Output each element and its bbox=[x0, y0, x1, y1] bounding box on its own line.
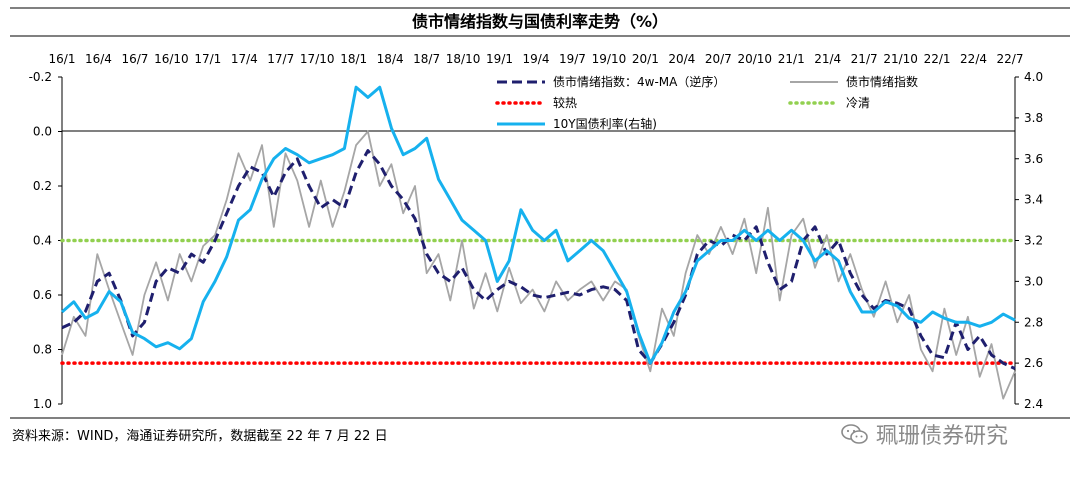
x-axis-ticks: 16/1 16/4 16/7 16/10 17/1 17/4 17/7 17/10 18/1 18… bbox=[49, 52, 1024, 66]
series-layer bbox=[61, 85, 1016, 400]
x-tick-label: 20/1 bbox=[632, 52, 659, 66]
source-note: 资料来源：WIND，海通证券研究所，数据截至 22 年 7 月 22 日 bbox=[12, 429, 388, 444]
watermark: 珮珊债券研究 bbox=[840, 418, 1008, 450]
sentiment-index-line bbox=[61, 130, 1016, 400]
x-tick-label: 17/7 bbox=[267, 52, 294, 66]
left-tick-label: 0.6 bbox=[33, 288, 52, 302]
x-tick-label: 22/7 bbox=[997, 52, 1024, 66]
right-tick-label: 3.2 bbox=[1024, 234, 1043, 248]
x-tick-label: 20/10 bbox=[737, 52, 772, 66]
right-tick-label: 3.4 bbox=[1024, 193, 1043, 207]
legend-label-yield: 10Y国债利率(右轴) bbox=[553, 116, 657, 131]
legend-label-hot: 较热 bbox=[553, 95, 577, 110]
left-axis-ticks: -0.2 0.0 0.2 0.4 0.6 0.8 1.0 bbox=[29, 70, 62, 411]
right-tick-label: 2.8 bbox=[1024, 315, 1043, 329]
right-tick-label: 3.0 bbox=[1024, 274, 1043, 288]
right-tick-label: 2.4 bbox=[1024, 397, 1043, 411]
x-tick-label: 16/4 bbox=[85, 52, 112, 66]
right-tick-label: 4.0 bbox=[1024, 70, 1043, 84]
right-tick-label: 3.8 bbox=[1024, 111, 1043, 125]
left-tick-label: 0.8 bbox=[33, 343, 52, 357]
legend: 债市情绪指数：4w-MA（逆序） 债市情绪指数 较热 冷清 10Y国债利率(右轴… bbox=[495, 74, 918, 131]
x-tick-label: 19/4 bbox=[523, 52, 550, 66]
legend-label-index: 债市情绪指数 bbox=[846, 74, 918, 89]
x-tick-label: 16/10 bbox=[154, 52, 189, 66]
x-tick-label: 21/10 bbox=[883, 52, 918, 66]
x-tick-label: 20/4 bbox=[668, 52, 695, 66]
x-tick-label: 17/4 bbox=[231, 52, 258, 66]
x-tick-label: 18/1 bbox=[340, 52, 367, 66]
left-tick-label: 0.0 bbox=[33, 125, 52, 139]
x-tick-label: 16/1 bbox=[49, 52, 76, 66]
x-tick-label: 20/7 bbox=[705, 52, 732, 66]
yield-10y-line bbox=[61, 85, 1016, 365]
chart: 债市情绪指数与国债利率走势（%） 16/1 16/4 16/7 16/10 17/1 17… bbox=[10, 7, 1070, 419]
x-tick-label: 18/7 bbox=[413, 52, 440, 66]
x-tick-label: 22/4 bbox=[960, 52, 987, 66]
legend-label-ma: 债市情绪指数：4w-MA（逆序） bbox=[553, 74, 725, 89]
watermark-text: 珮珊债券研究 bbox=[876, 424, 1009, 449]
reference-lines bbox=[60, 238, 1017, 365]
x-tick-label: 17/10 bbox=[300, 52, 335, 66]
x-tick-label: 21/7 bbox=[851, 52, 878, 66]
left-tick-label: 0.2 bbox=[33, 179, 52, 193]
x-tick-label: 19/7 bbox=[559, 52, 586, 66]
left-tick-label: 1.0 bbox=[33, 397, 52, 411]
x-tick-label: 21/4 bbox=[814, 52, 841, 66]
x-tick-label: 19/1 bbox=[486, 52, 513, 66]
x-tick-label: 16/7 bbox=[121, 52, 148, 66]
sentiment-ma-line bbox=[61, 149, 1016, 370]
left-tick-label: 0.4 bbox=[33, 234, 52, 248]
wechat-icon bbox=[841, 424, 868, 444]
right-tick-label: 3.6 bbox=[1024, 152, 1043, 166]
x-tick-label: 22/1 bbox=[924, 52, 951, 66]
x-tick-label: 17/1 bbox=[194, 52, 221, 66]
right-axis-ticks: 4.0 3.8 3.6 3.4 3.2 3.0 2.8 2.6 2.4 bbox=[1015, 70, 1043, 411]
x-tick-label: 19/10 bbox=[592, 52, 627, 66]
right-tick-label: 2.6 bbox=[1024, 356, 1043, 370]
chart-title: 债市情绪指数与国债利率走势（%） bbox=[412, 12, 668, 31]
x-tick-label: 18/4 bbox=[377, 52, 404, 66]
x-tick-label: 18/10 bbox=[446, 52, 481, 66]
legend-label-cold: 冷清 bbox=[846, 96, 870, 110]
x-tick-label: 21/1 bbox=[778, 52, 805, 66]
left-tick-label: -0.2 bbox=[29, 70, 52, 84]
